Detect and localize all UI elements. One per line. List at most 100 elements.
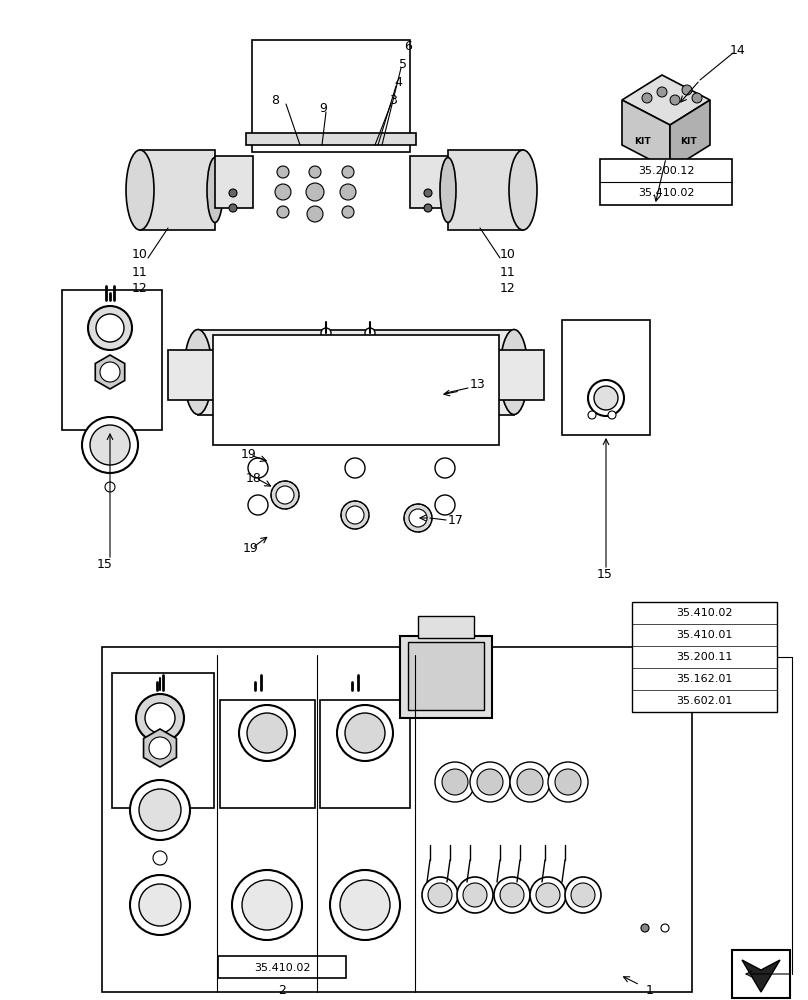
Circle shape (536, 883, 560, 907)
Circle shape (435, 495, 455, 515)
Text: 35.162.01: 35.162.01 (675, 674, 732, 684)
Circle shape (670, 95, 680, 105)
Circle shape (345, 713, 385, 753)
Circle shape (337, 705, 393, 761)
Text: 15: 15 (597, 568, 613, 582)
Circle shape (588, 411, 596, 419)
Circle shape (463, 883, 487, 907)
Text: 12: 12 (133, 282, 148, 296)
Circle shape (345, 458, 365, 478)
Circle shape (692, 93, 702, 103)
Circle shape (229, 204, 237, 212)
Ellipse shape (509, 150, 537, 230)
Circle shape (435, 762, 475, 802)
Circle shape (149, 737, 171, 759)
Bar (102, 647, 692, 992)
Circle shape (548, 762, 588, 802)
Text: 17: 17 (448, 514, 464, 526)
Text: 15: 15 (97, 558, 113, 572)
Circle shape (404, 504, 432, 532)
Circle shape (346, 506, 364, 524)
Circle shape (342, 166, 354, 178)
Text: 35.410.02: 35.410.02 (638, 188, 694, 198)
Circle shape (530, 877, 566, 913)
Text: 13: 13 (470, 378, 486, 391)
Bar (62, 290, 162, 430)
Circle shape (277, 166, 289, 178)
Bar (418, 616, 474, 638)
Circle shape (248, 495, 268, 515)
Text: 3: 3 (389, 94, 397, 106)
Circle shape (477, 769, 503, 795)
Circle shape (340, 880, 390, 930)
Bar (215, 156, 253, 208)
Circle shape (422, 877, 458, 913)
Circle shape (321, 328, 331, 338)
Text: 11: 11 (500, 265, 516, 278)
Circle shape (88, 306, 132, 350)
Circle shape (330, 870, 400, 940)
Circle shape (365, 328, 375, 338)
Circle shape (82, 417, 138, 473)
Circle shape (571, 883, 595, 907)
Bar (252, 40, 410, 152)
Circle shape (642, 93, 652, 103)
Circle shape (90, 425, 130, 465)
Circle shape (136, 694, 184, 742)
Circle shape (442, 769, 468, 795)
Text: 11: 11 (133, 265, 148, 278)
Text: 19: 19 (242, 542, 258, 554)
Text: 6: 6 (404, 40, 412, 53)
Circle shape (608, 411, 616, 419)
Circle shape (275, 184, 291, 200)
Text: 8: 8 (271, 94, 279, 106)
Circle shape (457, 877, 493, 913)
Bar (732, 950, 790, 998)
Circle shape (247, 713, 287, 753)
Bar (400, 636, 492, 718)
Circle shape (100, 362, 120, 382)
Bar (448, 150, 523, 230)
Circle shape (435, 458, 455, 478)
Circle shape (510, 762, 550, 802)
Bar (562, 320, 650, 435)
Polygon shape (622, 75, 710, 125)
Text: 10: 10 (132, 248, 148, 261)
Circle shape (424, 189, 432, 197)
Circle shape (409, 509, 427, 527)
Text: 35.602.01: 35.602.01 (675, 696, 732, 706)
Polygon shape (144, 729, 176, 767)
Text: 9: 9 (319, 102, 327, 114)
Bar (410, 156, 448, 208)
Text: 5: 5 (399, 57, 407, 70)
Circle shape (239, 705, 295, 761)
Circle shape (232, 870, 302, 940)
Circle shape (424, 204, 432, 212)
Circle shape (242, 880, 292, 930)
Circle shape (428, 883, 452, 907)
Circle shape (130, 875, 190, 935)
Circle shape (342, 206, 354, 218)
Circle shape (641, 924, 649, 932)
Circle shape (139, 789, 181, 831)
Text: 14: 14 (730, 43, 746, 56)
Circle shape (271, 481, 299, 509)
Circle shape (341, 501, 369, 529)
Circle shape (248, 458, 268, 478)
Circle shape (565, 877, 601, 913)
Text: 4: 4 (394, 76, 402, 89)
Bar (632, 602, 777, 712)
Bar (408, 642, 484, 710)
Bar (486, 350, 544, 400)
Bar (140, 150, 215, 230)
Bar (600, 159, 732, 205)
Polygon shape (670, 100, 710, 170)
Circle shape (145, 703, 175, 733)
Circle shape (139, 884, 181, 926)
Circle shape (500, 883, 524, 907)
Circle shape (96, 314, 124, 342)
Bar (168, 350, 226, 400)
Text: KIT: KIT (633, 137, 650, 146)
Text: 35.410.02: 35.410.02 (254, 963, 310, 973)
Circle shape (661, 924, 669, 932)
